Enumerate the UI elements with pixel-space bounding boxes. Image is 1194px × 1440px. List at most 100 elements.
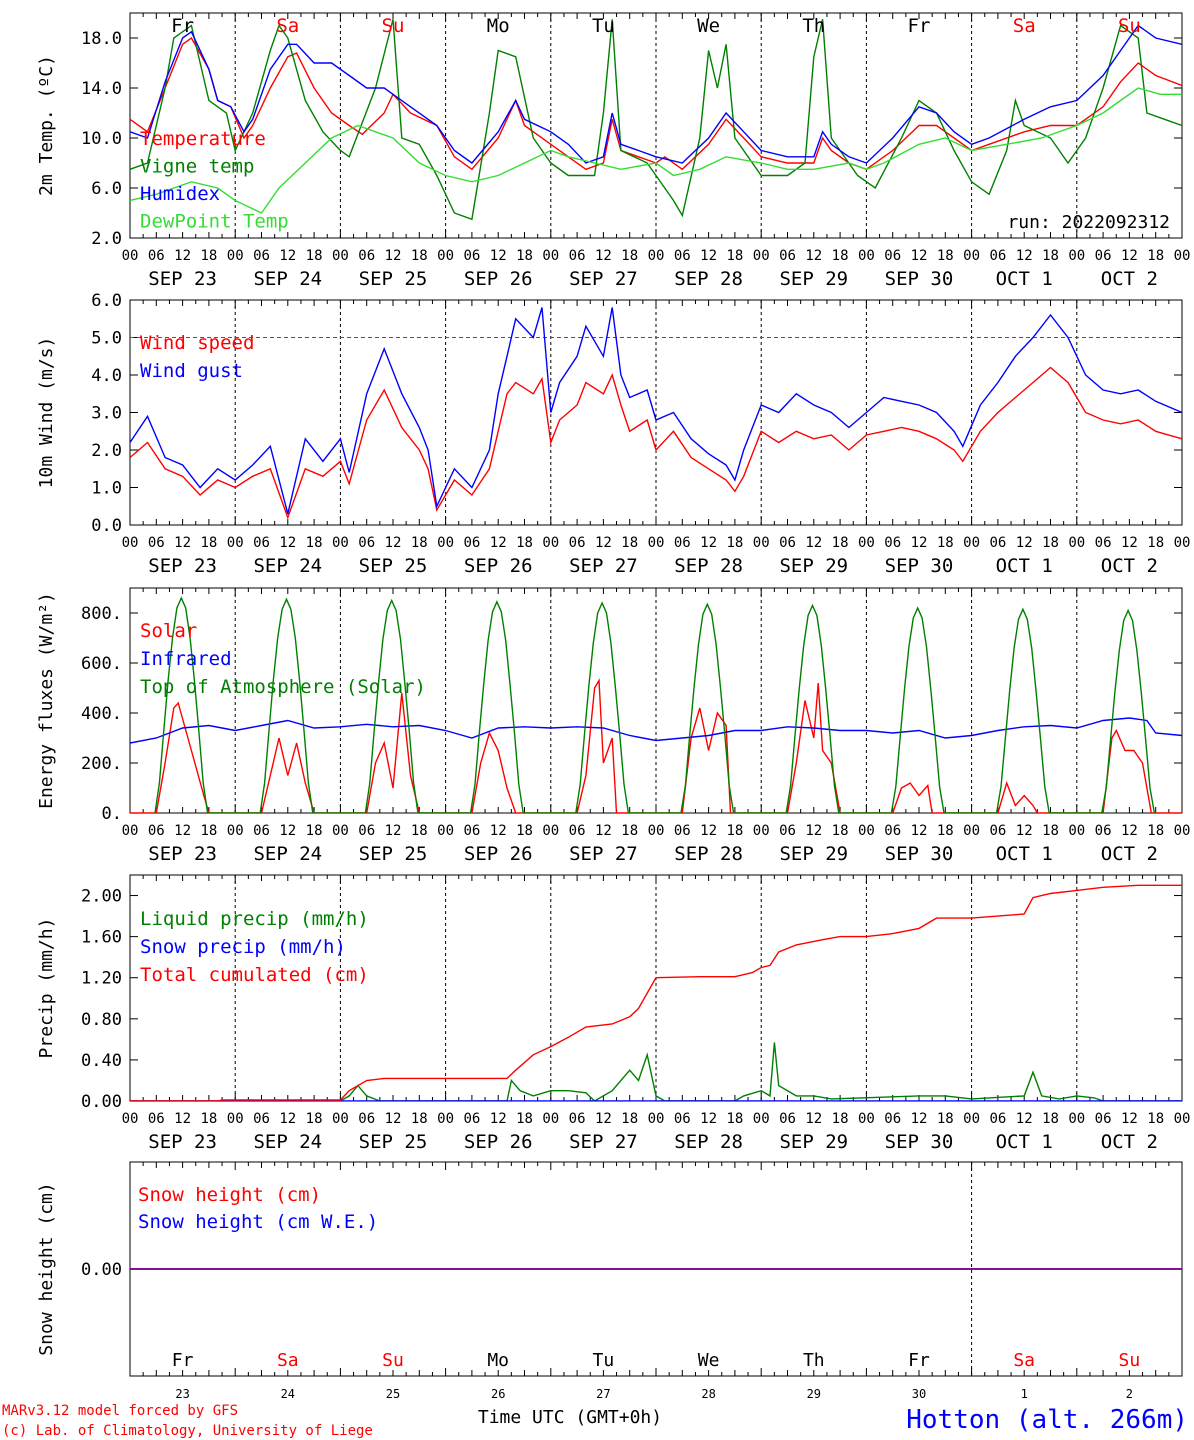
date-label: SEP 26: [464, 843, 533, 865]
date-label: SEP 26: [464, 1131, 533, 1153]
y-tick-label: 0.: [102, 804, 122, 824]
legend-label: Wind gust: [140, 360, 243, 382]
date-label: SEP 24: [253, 843, 322, 865]
hour-label: 12: [490, 535, 507, 551]
hour-label: 00: [227, 248, 244, 264]
y-tick-label: 800.: [81, 604, 122, 624]
hour-label: 12: [1016, 248, 1033, 264]
hour-label: 00: [542, 823, 559, 839]
hour-label: 18: [306, 823, 323, 839]
panel-frame: [129, 587, 1183, 814]
hour-label: 06: [884, 535, 901, 551]
station-title: Hotton (alt. 266m): [906, 1405, 1188, 1435]
series-line-temperature: [130, 36, 1182, 171]
y-axis-title: Snow height (cm): [36, 1182, 57, 1355]
hour-label: 00: [437, 535, 454, 551]
y-tick-label: 200.: [81, 754, 122, 774]
hour-label: 12: [1121, 248, 1138, 264]
hour-label: 12: [595, 535, 612, 551]
hour-label: 18: [726, 1111, 743, 1127]
hour-label: 06: [463, 535, 480, 551]
hour-label: 06: [779, 823, 796, 839]
hour-label: 18: [1147, 823, 1164, 839]
hour-label: 00: [122, 535, 139, 551]
x-axis-title: Time UTC (GMT+0h): [478, 1407, 662, 1428]
day-number-label: 23: [175, 1387, 189, 1401]
hour-label: 06: [148, 535, 165, 551]
hour-label: 00: [1068, 535, 1085, 551]
hour-label: 00: [1174, 535, 1191, 551]
hour-label: 06: [884, 1111, 901, 1127]
hour-label: 18: [411, 823, 428, 839]
credits-line-2: (c) Lab. of Climatology, University of L…: [2, 1423, 373, 1439]
hour-label: 06: [569, 1111, 586, 1127]
hour-label: 18: [726, 248, 743, 264]
hour-label: 06: [884, 823, 901, 839]
hour-label: 12: [279, 823, 296, 839]
hour-label: 18: [1042, 248, 1059, 264]
date-label: OCT 1: [996, 268, 1053, 290]
date-label: SEP 29: [779, 1131, 848, 1153]
date-label: SEP 29: [779, 268, 848, 290]
date-label: OCT 2: [1101, 268, 1158, 290]
y-tick-label: 5.0: [91, 329, 122, 349]
y-tick-label: 6.0: [91, 291, 122, 311]
series-group: [130, 884, 1182, 1101]
day-number-label: 24: [281, 1387, 295, 1401]
hour-label: 12: [1016, 535, 1033, 551]
hour-label: 00: [122, 823, 139, 839]
hour-label: 12: [490, 1111, 507, 1127]
day-number-label: 26: [491, 1387, 505, 1401]
hour-label: 06: [569, 535, 586, 551]
day-name-label: Fr: [172, 1350, 194, 1371]
legend-label: DewPoint Temp: [140, 211, 289, 233]
series-line-infrared: [130, 717, 1182, 744]
hour-label: 06: [148, 1111, 165, 1127]
hour-label: 12: [385, 1111, 402, 1127]
hour-label: 12: [490, 823, 507, 839]
date-label: SEP 30: [885, 268, 954, 290]
hour-label: 12: [911, 535, 928, 551]
hour-label: 00: [1068, 823, 1085, 839]
y-tick-label: 10.0: [81, 129, 122, 149]
run-label: run: 2022092312: [1007, 212, 1170, 233]
hour-label: 00: [542, 1111, 559, 1127]
series-line-top-of-atmosphere-solar-: [154, 596, 1156, 813]
y-tick-label: 1.20: [81, 969, 122, 989]
hour-label: 00: [542, 535, 559, 551]
hour-label: 06: [358, 535, 375, 551]
day-name-label: Sa: [276, 15, 299, 37]
legend-label: Solar: [140, 620, 197, 642]
hour-label: 00: [858, 535, 875, 551]
hour-label: 18: [411, 535, 428, 551]
y-tick-label: 400.: [81, 704, 122, 724]
hour-label: 18: [1147, 1111, 1164, 1127]
hour-label: 00: [753, 248, 770, 264]
hour-label: 00: [332, 823, 349, 839]
day-name-label: Fr: [908, 1350, 930, 1371]
date-label: SEP 23: [148, 268, 217, 290]
legend-label: Total cumulated (cm): [140, 964, 369, 986]
hour-label: 18: [1147, 535, 1164, 551]
date-label: SEP 30: [885, 843, 954, 865]
hour-label: 06: [1095, 248, 1112, 264]
date-label: OCT 1: [996, 1131, 1053, 1153]
hour-label: 18: [1042, 1111, 1059, 1127]
hour-label: 06: [989, 248, 1006, 264]
date-label: SEP 29: [779, 843, 848, 865]
hour-label: 06: [674, 535, 691, 551]
hour-label: 12: [490, 248, 507, 264]
hour-label: 12: [279, 248, 296, 264]
date-label: SEP 28: [674, 1131, 743, 1153]
hour-label: 12: [700, 823, 717, 839]
hour-label: 12: [279, 1111, 296, 1127]
hour-label: 06: [253, 535, 270, 551]
y-tick-label: 1.0: [91, 479, 122, 499]
y-tick-label: 6.0: [91, 179, 122, 199]
hour-label: 12: [174, 535, 191, 551]
date-label: SEP 27: [569, 843, 638, 865]
hour-label: 00: [1068, 248, 1085, 264]
hour-label: 06: [989, 535, 1006, 551]
hour-label: 18: [621, 248, 638, 264]
day-number-label: 28: [701, 1387, 715, 1401]
